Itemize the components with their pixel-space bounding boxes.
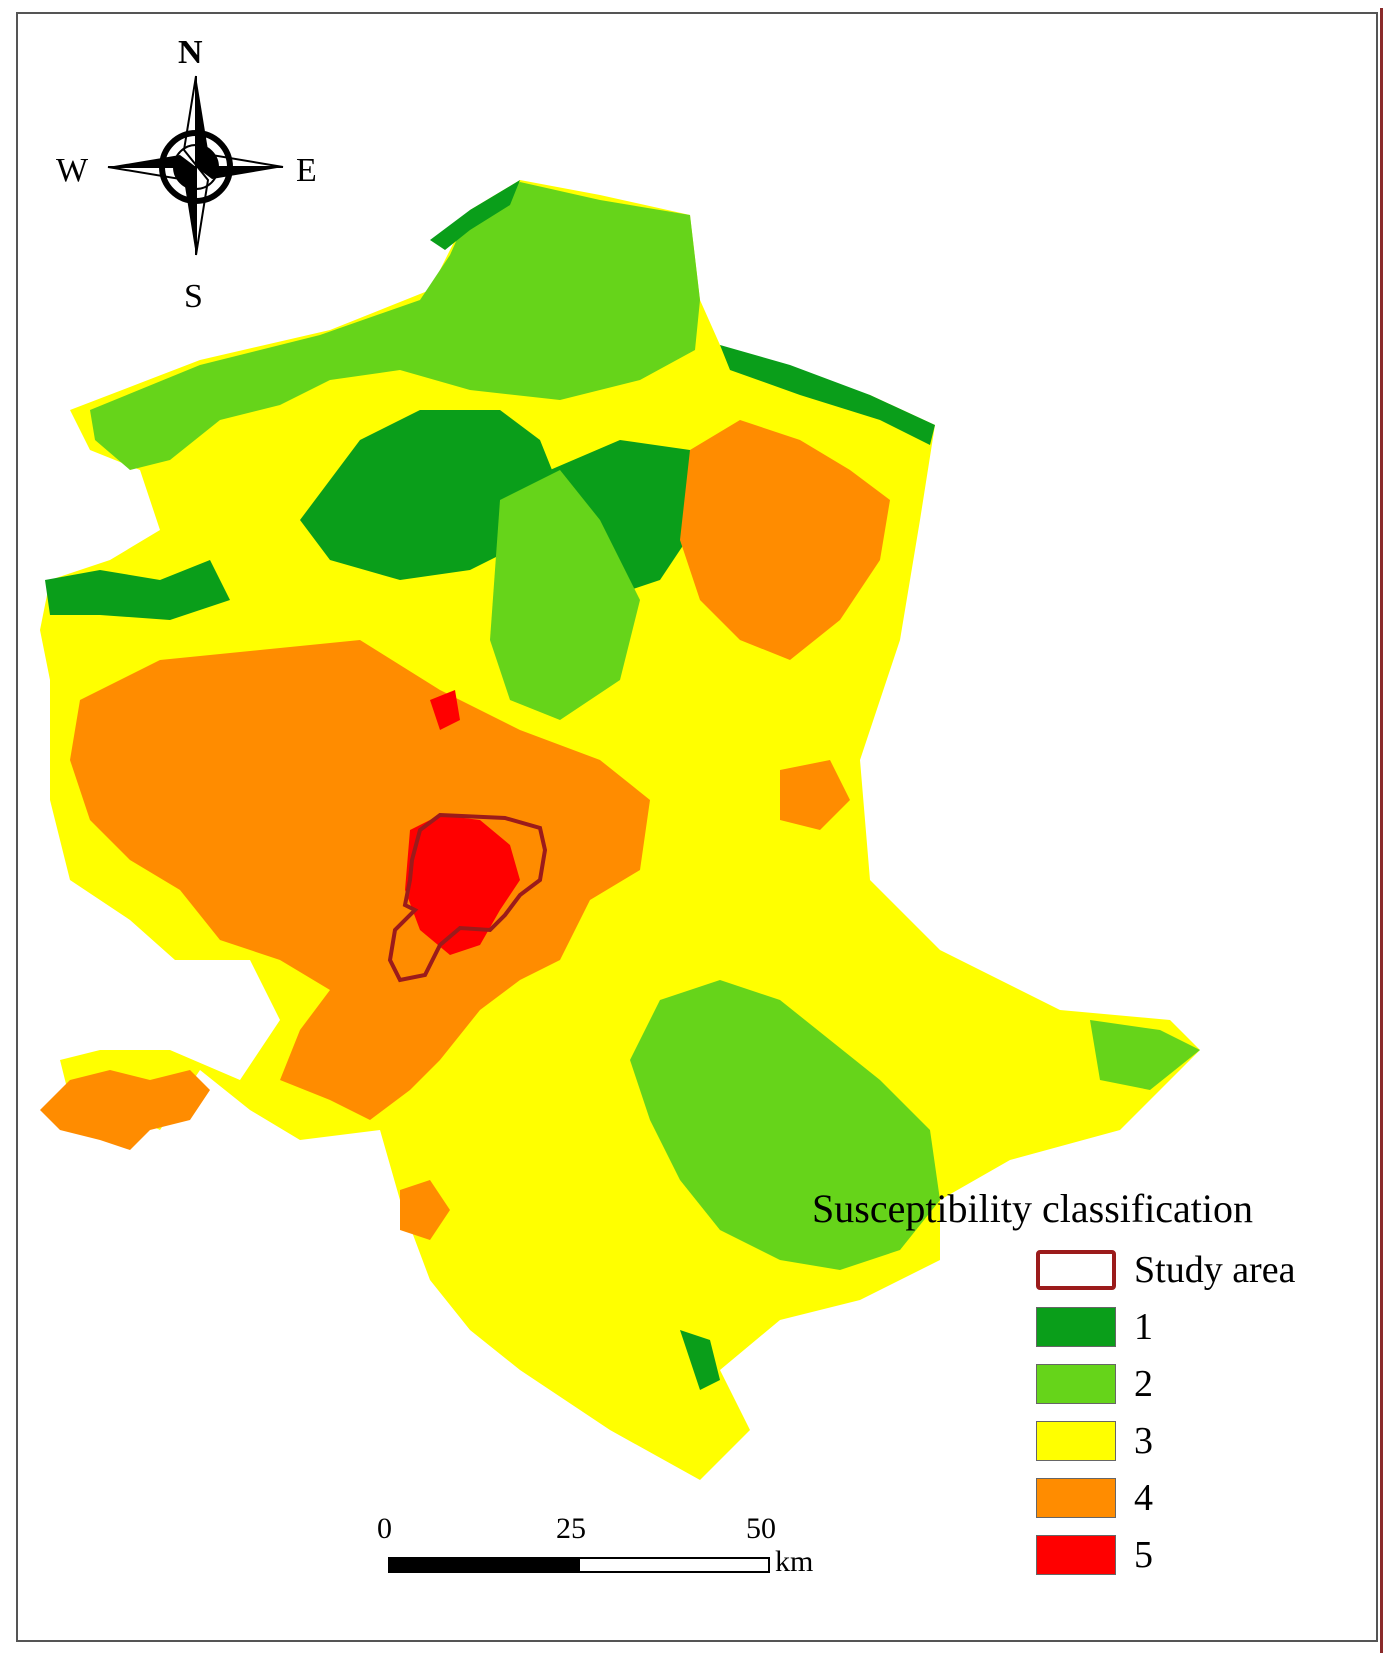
legend-item-study-area: Study area [1036,1249,1336,1294]
legend-swatch-class-2 [1036,1364,1116,1404]
compass-east-label: E [296,152,317,189]
region-class-4-center [70,640,650,1120]
legend-label-class-3: 3 [1134,1420,1153,1462]
region-class-4-west-island [40,1070,210,1150]
scale-tick-25: 25 [556,1512,586,1545]
compass-south-label: S [184,278,203,315]
study-area-outline [387,812,548,983]
region-class-2-mid [490,470,640,720]
legend-label-class-1: 1 [1134,1306,1153,1348]
region-class-1-rim-ne [720,345,935,445]
legend-swatch-class-4 [1036,1478,1116,1518]
legend-swatch-study-area [1036,1250,1116,1290]
compass-rose-icon [107,75,284,256]
legend-item-class-5: 5 [1036,1534,1336,1579]
region-class-2-north [90,182,700,470]
legend-item-class-4: 4 [1036,1477,1336,1522]
region-class-4-ne [680,420,890,660]
region-class-1-north-a [300,410,560,580]
region-class-1-south-tip [680,1330,720,1390]
legend-item-class-1: 1 [1036,1306,1336,1351]
region-class-2-southeast [630,980,940,1270]
scale-unit: km [775,1545,814,1578]
legend-swatch-class-3 [1036,1421,1116,1461]
legend-label-class-5: 5 [1134,1534,1153,1576]
legend-label-class-4: 4 [1134,1477,1153,1519]
region-class-2-east-tip [1090,1020,1200,1090]
region-class-5-north [430,690,460,730]
region-class-1-west [45,560,230,620]
compass-north-label: N [178,34,203,71]
region-class-1-rim [430,180,520,250]
legend-swatch-class-1 [1036,1307,1116,1347]
scale-bar [388,1557,770,1573]
scale-tick-50: 50 [746,1512,776,1545]
legend-label-class-2: 2 [1134,1363,1153,1405]
legend-label-study-area: Study area [1134,1249,1296,1291]
legend-item-class-2: 2 [1036,1363,1336,1408]
legend-swatch-class-5 [1036,1535,1116,1575]
scale-tick-0: 0 [377,1512,392,1545]
region-class-4-sw [400,1180,450,1240]
region-class-4-east-blob [780,760,850,830]
region-class-5 [405,815,520,955]
legend-item-class-3: 3 [1036,1420,1336,1465]
compass-west-label: W [56,152,89,189]
legend-title: Susceptibility classification [812,1186,1254,1231]
edge-line [1380,8,1383,1653]
